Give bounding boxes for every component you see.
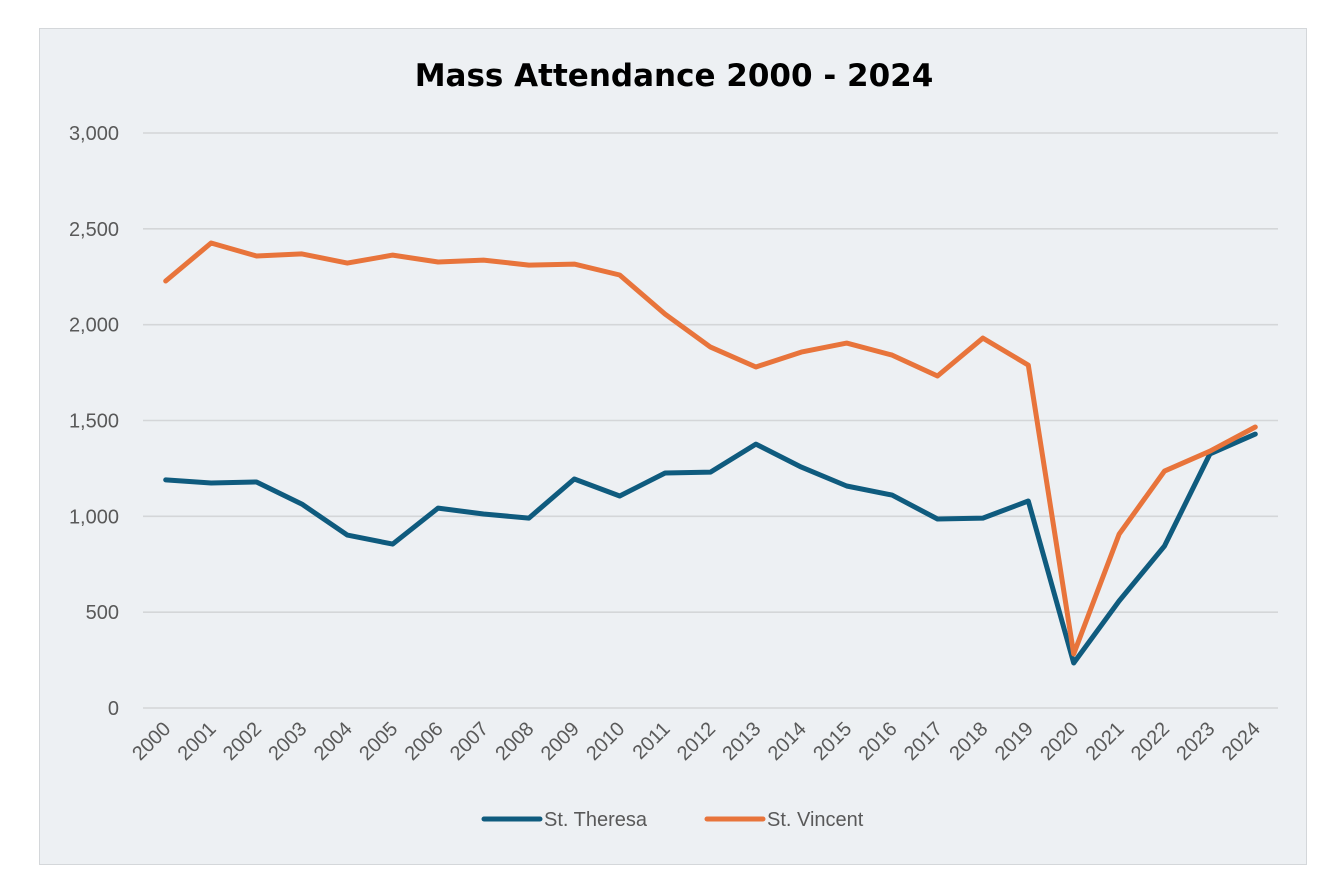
x-tick-label: 2013 bbox=[718, 718, 765, 765]
x-tick-label: 2002 bbox=[219, 718, 266, 765]
x-tick-label: 2016 bbox=[855, 718, 902, 765]
chart-title: Mass Attendance 2000 - 2024 bbox=[415, 58, 934, 94]
x-tick-label: 2000 bbox=[128, 718, 175, 765]
x-tick-label: 2018 bbox=[945, 718, 992, 765]
x-tick-label: 2024 bbox=[1218, 718, 1265, 765]
legend-label: St. Vincent bbox=[767, 809, 864, 831]
y-axis-ticks: 0 500 1,000 1,500 2,000 2,500 3,000 bbox=[69, 123, 119, 720]
x-tick-label: 2010 bbox=[582, 718, 629, 765]
x-tick-label: 2008 bbox=[491, 718, 538, 765]
y-tick-label: 1,500 bbox=[69, 411, 119, 433]
x-tick-label: 2019 bbox=[991, 718, 1038, 765]
legend-item[interactable]: St. Vincent bbox=[704, 809, 864, 831]
gridlines bbox=[143, 132, 1278, 709]
x-tick-label: 2011 bbox=[629, 718, 675, 764]
legend-item[interactable]: St. Theresa bbox=[481, 809, 648, 831]
y-tick-label: 3,000 bbox=[69, 123, 119, 145]
x-axis-ticks: 2000200120022003200420052006200720082009… bbox=[128, 718, 1265, 765]
x-tick-label: 2017 bbox=[900, 718, 947, 765]
x-tick-label: 2015 bbox=[809, 718, 856, 765]
x-tick-label: 2003 bbox=[264, 718, 311, 765]
series-line-st-theresa bbox=[163, 431, 1258, 666]
x-tick-label: 2014 bbox=[764, 718, 811, 765]
x-tick-label: 2023 bbox=[1172, 718, 1219, 765]
series-lines bbox=[163, 240, 1258, 666]
x-tick-label: 2012 bbox=[673, 718, 720, 765]
x-tick-label: 2022 bbox=[1127, 718, 1174, 765]
x-tick-label: 2020 bbox=[1036, 718, 1083, 765]
y-tick-label: 2,500 bbox=[69, 219, 119, 241]
y-tick-label: 1,000 bbox=[69, 506, 119, 528]
x-tick-label: 2006 bbox=[401, 718, 448, 765]
legend: St. Theresa St. Vincent bbox=[481, 809, 864, 831]
x-tick-label: 2001 bbox=[174, 718, 221, 765]
line-chart: Mass Attendance 2000 - 2024 0 500 1,000 1,5… bbox=[69, 58, 1278, 831]
y-tick-label: 500 bbox=[86, 602, 119, 624]
chart-area: Mass Attendance 2000 - 2024 0 500 1,000 1,5… bbox=[39, 28, 1307, 865]
series-line-st-vincent bbox=[163, 240, 1258, 657]
legend-label: St. Theresa bbox=[544, 809, 648, 831]
y-tick-label: 2,000 bbox=[69, 315, 119, 337]
x-tick-label: 2005 bbox=[355, 718, 402, 765]
y-tick-label: 0 bbox=[108, 698, 119, 720]
x-tick-label: 2004 bbox=[310, 718, 357, 765]
x-tick-label: 2021 bbox=[1082, 718, 1129, 765]
x-tick-label: 2009 bbox=[537, 718, 584, 765]
x-tick-label: 2007 bbox=[446, 718, 493, 765]
